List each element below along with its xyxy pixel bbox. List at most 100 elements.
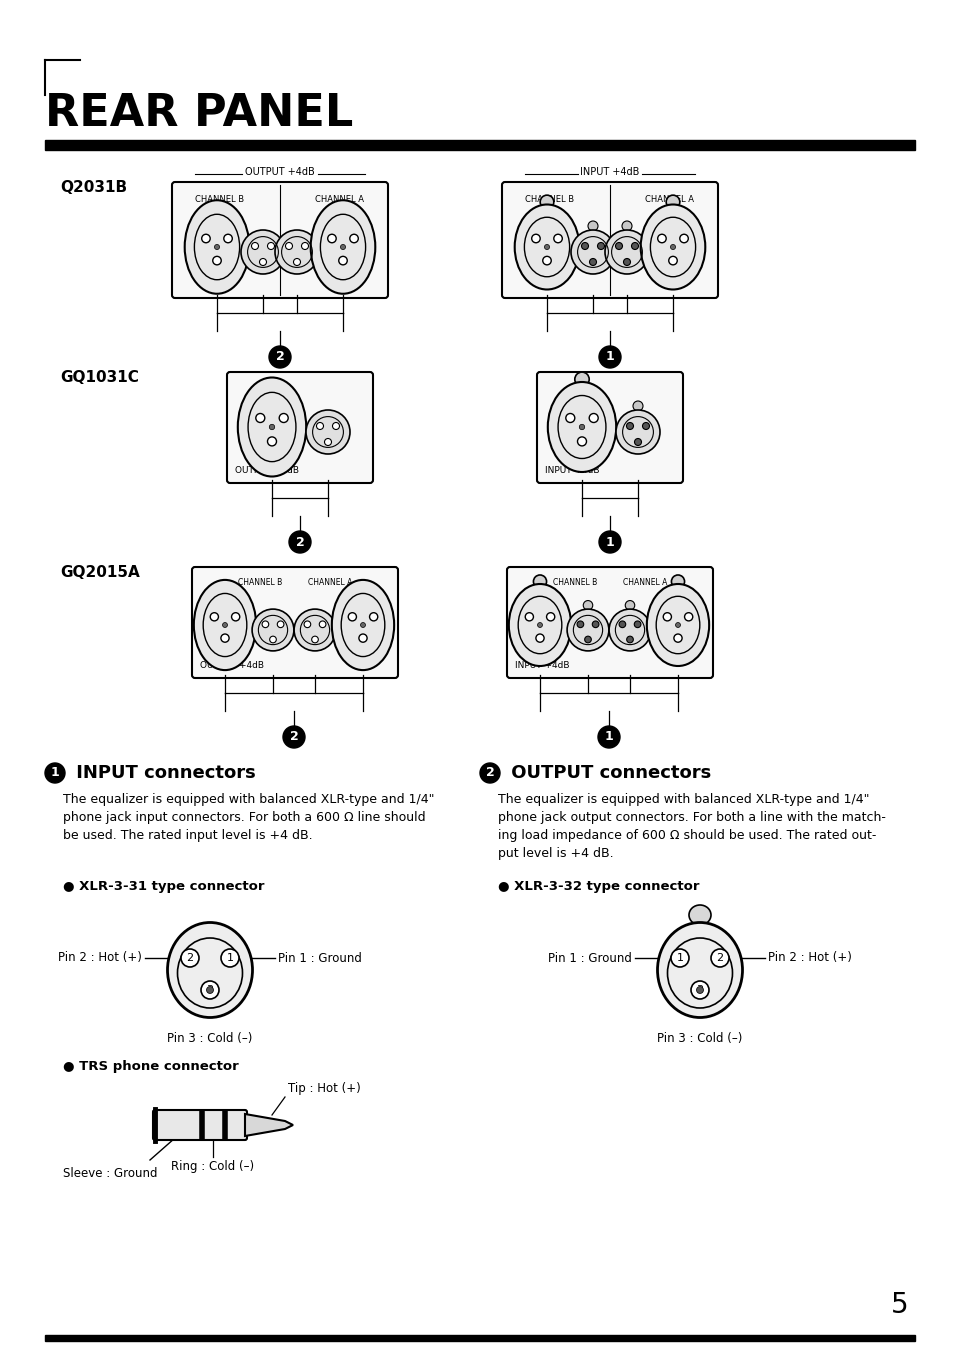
Text: CHANNEL B: CHANNEL B [553,578,597,586]
Circle shape [544,245,549,250]
Circle shape [221,634,229,642]
Circle shape [289,531,311,553]
Circle shape [684,613,692,621]
FancyBboxPatch shape [537,372,682,484]
Text: Pin 1 : Ground: Pin 1 : Ground [548,951,631,965]
Circle shape [542,257,551,265]
Circle shape [604,230,648,274]
Text: CHANNEL A: CHANNEL A [308,578,352,586]
Circle shape [626,636,633,643]
Text: Ring : Cold (–): Ring : Cold (–) [172,1161,254,1173]
Circle shape [232,613,239,621]
Circle shape [252,609,294,651]
Circle shape [623,258,630,266]
Circle shape [618,621,625,628]
Circle shape [358,634,367,642]
Circle shape [269,424,274,430]
Circle shape [592,621,598,628]
Ellipse shape [332,580,394,670]
Text: CHANNEL A: CHANNEL A [645,195,694,204]
FancyBboxPatch shape [227,372,373,484]
Circle shape [45,763,65,784]
Text: 2: 2 [485,766,494,780]
Circle shape [589,258,596,266]
Text: 3: 3 [696,985,702,994]
Circle shape [710,948,728,967]
Text: CHANNEL A: CHANNEL A [622,578,666,586]
Ellipse shape [646,584,708,666]
Circle shape [350,234,358,243]
Circle shape [536,634,543,642]
Circle shape [675,623,679,627]
Circle shape [662,613,671,621]
Circle shape [304,621,311,628]
Text: 1: 1 [676,952,682,963]
Circle shape [479,763,499,784]
Circle shape [696,986,702,993]
Text: Pin 1 : Ground: Pin 1 : Ground [277,951,361,965]
Circle shape [222,623,227,627]
Text: put level is +4 dB.: put level is +4 dB. [497,847,613,861]
Text: 1: 1 [605,350,614,363]
Circle shape [598,725,619,748]
Circle shape [554,234,561,243]
Text: OUTPUT +4dB: OUTPUT +4dB [245,168,314,177]
Ellipse shape [624,601,634,611]
Circle shape [626,423,633,430]
Circle shape [598,531,620,553]
Circle shape [252,242,258,250]
Text: ● XLR-3-32 type connector: ● XLR-3-32 type connector [497,880,699,893]
Circle shape [670,245,675,250]
Circle shape [210,613,218,621]
Ellipse shape [671,576,684,588]
Circle shape [589,413,598,423]
Text: INPUT +4dB: INPUT +4dB [515,661,569,670]
Text: 5: 5 [890,1292,908,1319]
Circle shape [360,623,365,627]
Text: OUTPUT +4dB: OUTPUT +4dB [200,661,264,670]
Circle shape [608,609,650,651]
Text: GQ1031C: GQ1031C [60,370,139,385]
Ellipse shape [640,204,704,289]
Text: Q2031B: Q2031B [60,180,127,195]
Circle shape [255,413,265,423]
Ellipse shape [582,601,592,611]
Ellipse shape [311,200,375,293]
FancyBboxPatch shape [172,182,388,299]
Circle shape [690,981,708,998]
Circle shape [546,613,555,621]
Text: Pin 2 : Hot (+): Pin 2 : Hot (+) [58,951,142,965]
Text: 2: 2 [716,952,722,963]
Text: 2: 2 [186,952,193,963]
Text: be used. The rated input level is +4 dB.: be used. The rated input level is +4 dB. [63,830,313,842]
Circle shape [348,613,356,621]
Circle shape [577,436,586,446]
Text: Pin 2 : Hot (+): Pin 2 : Hot (+) [767,951,851,965]
Circle shape [269,346,291,367]
Ellipse shape [547,382,616,471]
Text: GQ2015A: GQ2015A [60,565,139,580]
Circle shape [597,242,604,250]
Circle shape [241,230,285,274]
Ellipse shape [185,200,249,293]
Circle shape [267,436,276,446]
Circle shape [577,621,583,628]
Circle shape [316,423,323,430]
Circle shape [274,230,318,274]
Circle shape [221,948,239,967]
Circle shape [294,609,335,651]
Text: INPUT +4dB: INPUT +4dB [544,466,598,476]
Text: Pin 3 : Cold (–): Pin 3 : Cold (–) [657,1032,741,1046]
Circle shape [668,257,677,265]
Circle shape [294,258,300,266]
Text: Tip : Hot (+): Tip : Hot (+) [288,1082,360,1096]
Circle shape [578,424,584,430]
Text: phone jack output connectors. For both a line with the match-: phone jack output connectors. For both a… [497,811,885,824]
Circle shape [531,234,539,243]
Circle shape [181,948,199,967]
Text: 1: 1 [605,535,614,549]
Text: ing load impedance of 600 Ω should be used. The rated out-: ing load impedance of 600 Ω should be us… [497,830,876,842]
Ellipse shape [621,222,631,231]
Bar [45,1335,914,1342]
Text: OUTPUT connectors: OUTPUT connectors [504,765,711,782]
